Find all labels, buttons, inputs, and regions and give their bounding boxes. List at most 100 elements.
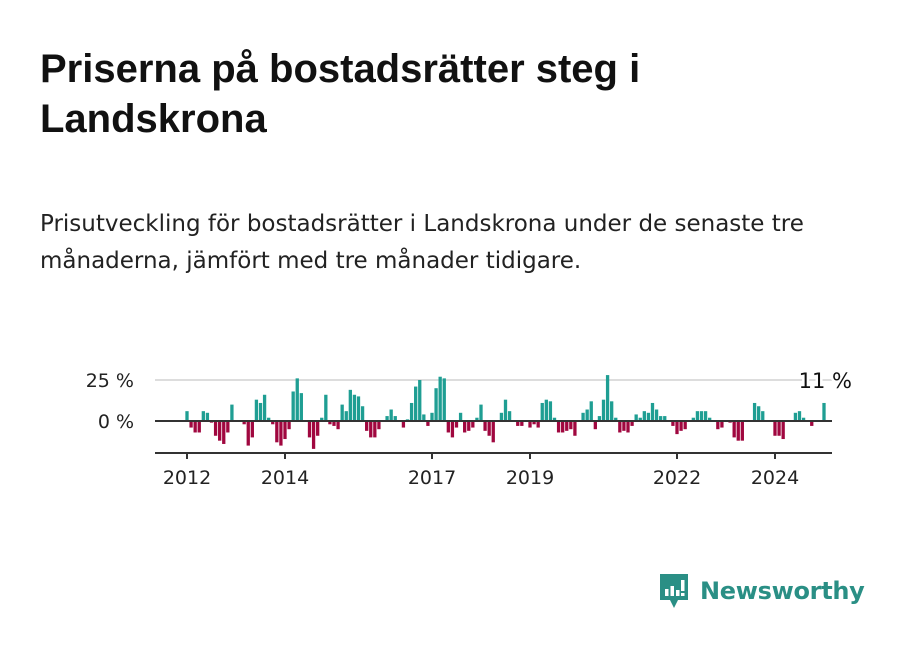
bar [618, 421, 622, 433]
bar [438, 376, 442, 421]
bar [716, 421, 720, 430]
bar [311, 421, 316, 449]
bar [458, 412, 463, 421]
bar [258, 402, 263, 421]
bar [356, 396, 361, 421]
bar [213, 421, 218, 436]
bar [340, 404, 344, 421]
bar [675, 421, 679, 435]
bar [393, 416, 397, 421]
bar [242, 421, 246, 425]
axis-layer: 25 % 0 % 2012 2014 2017 2019 2022 2024 11 % [86, 367, 855, 490]
bar [732, 421, 736, 438]
chart-container: 25 % 0 % 2012 2014 2017 2019 2022 2024 11 % [0, 360, 900, 514]
bar [736, 421, 740, 441]
bar [773, 421, 777, 436]
newsworthy-logo-text: Newsworthy [700, 577, 865, 605]
bar [295, 378, 299, 421]
bar [610, 401, 614, 421]
bar [389, 409, 393, 421]
bar [430, 412, 434, 421]
bar [793, 412, 798, 421]
bar [659, 416, 663, 421]
bar [642, 411, 646, 421]
bar [614, 417, 618, 421]
bar [414, 386, 418, 421]
bar [552, 417, 557, 421]
bar [699, 411, 704, 421]
bar [781, 421, 785, 440]
bar [254, 399, 259, 421]
x-tick-label: 2012 [163, 467, 211, 489]
bar [442, 378, 446, 421]
bar [626, 421, 630, 433]
last-value-label: 11 % [799, 369, 852, 393]
newsworthy-logo-icon [660, 574, 688, 608]
bar [556, 421, 561, 433]
bar [344, 411, 348, 421]
bar [471, 421, 475, 428]
x-tick-label: 2019 [506, 467, 554, 489]
bar [197, 421, 201, 433]
bar [520, 421, 524, 426]
bar [671, 421, 675, 426]
bar [528, 421, 532, 428]
bar [189, 421, 193, 428]
bar [250, 421, 254, 438]
bar [467, 421, 471, 431]
bar [503, 399, 508, 421]
y-tick-label: 25 % [86, 370, 134, 392]
bar [324, 394, 328, 421]
bar [622, 421, 626, 431]
bar [801, 417, 806, 421]
bar [663, 416, 667, 421]
bar [720, 421, 724, 428]
bar [650, 402, 655, 421]
bar [418, 380, 422, 421]
bar [679, 421, 683, 431]
x-tick-label: 2022 [653, 467, 701, 489]
bar [589, 401, 593, 421]
bar [434, 388, 438, 421]
bar [226, 421, 230, 433]
bars-layer [185, 375, 826, 449]
bar [299, 393, 303, 421]
bar [601, 399, 606, 421]
bar [279, 421, 283, 446]
bar [463, 421, 467, 433]
bar [218, 421, 222, 441]
bar [483, 421, 487, 431]
bar [262, 394, 267, 421]
bar [695, 411, 700, 421]
x-tick-label: 2017 [408, 467, 456, 489]
bar [516, 421, 520, 426]
bar [377, 421, 381, 430]
bar [320, 417, 324, 421]
bar [332, 421, 336, 426]
bar [605, 375, 610, 421]
bar [454, 421, 459, 428]
bar [193, 421, 197, 433]
bar [271, 421, 275, 425]
bar [797, 411, 802, 421]
bar [499, 412, 504, 421]
bar [422, 414, 426, 421]
bar [426, 421, 430, 426]
bar [740, 421, 744, 441]
bar [275, 421, 279, 443]
bar [385, 416, 389, 421]
bar [757, 406, 761, 421]
bar [283, 421, 287, 440]
bar [360, 406, 365, 421]
bar [450, 421, 455, 438]
bar-chart: 25 % 0 % 2012 2014 2017 2019 2022 2024 11 % [86, 367, 855, 490]
bar [230, 404, 234, 421]
bar [205, 412, 210, 421]
bar [409, 402, 414, 421]
bar [446, 421, 450, 433]
bar [507, 411, 512, 421]
bar [532, 421, 536, 425]
bar [593, 421, 597, 430]
bar [565, 421, 569, 431]
bar [287, 421, 291, 430]
